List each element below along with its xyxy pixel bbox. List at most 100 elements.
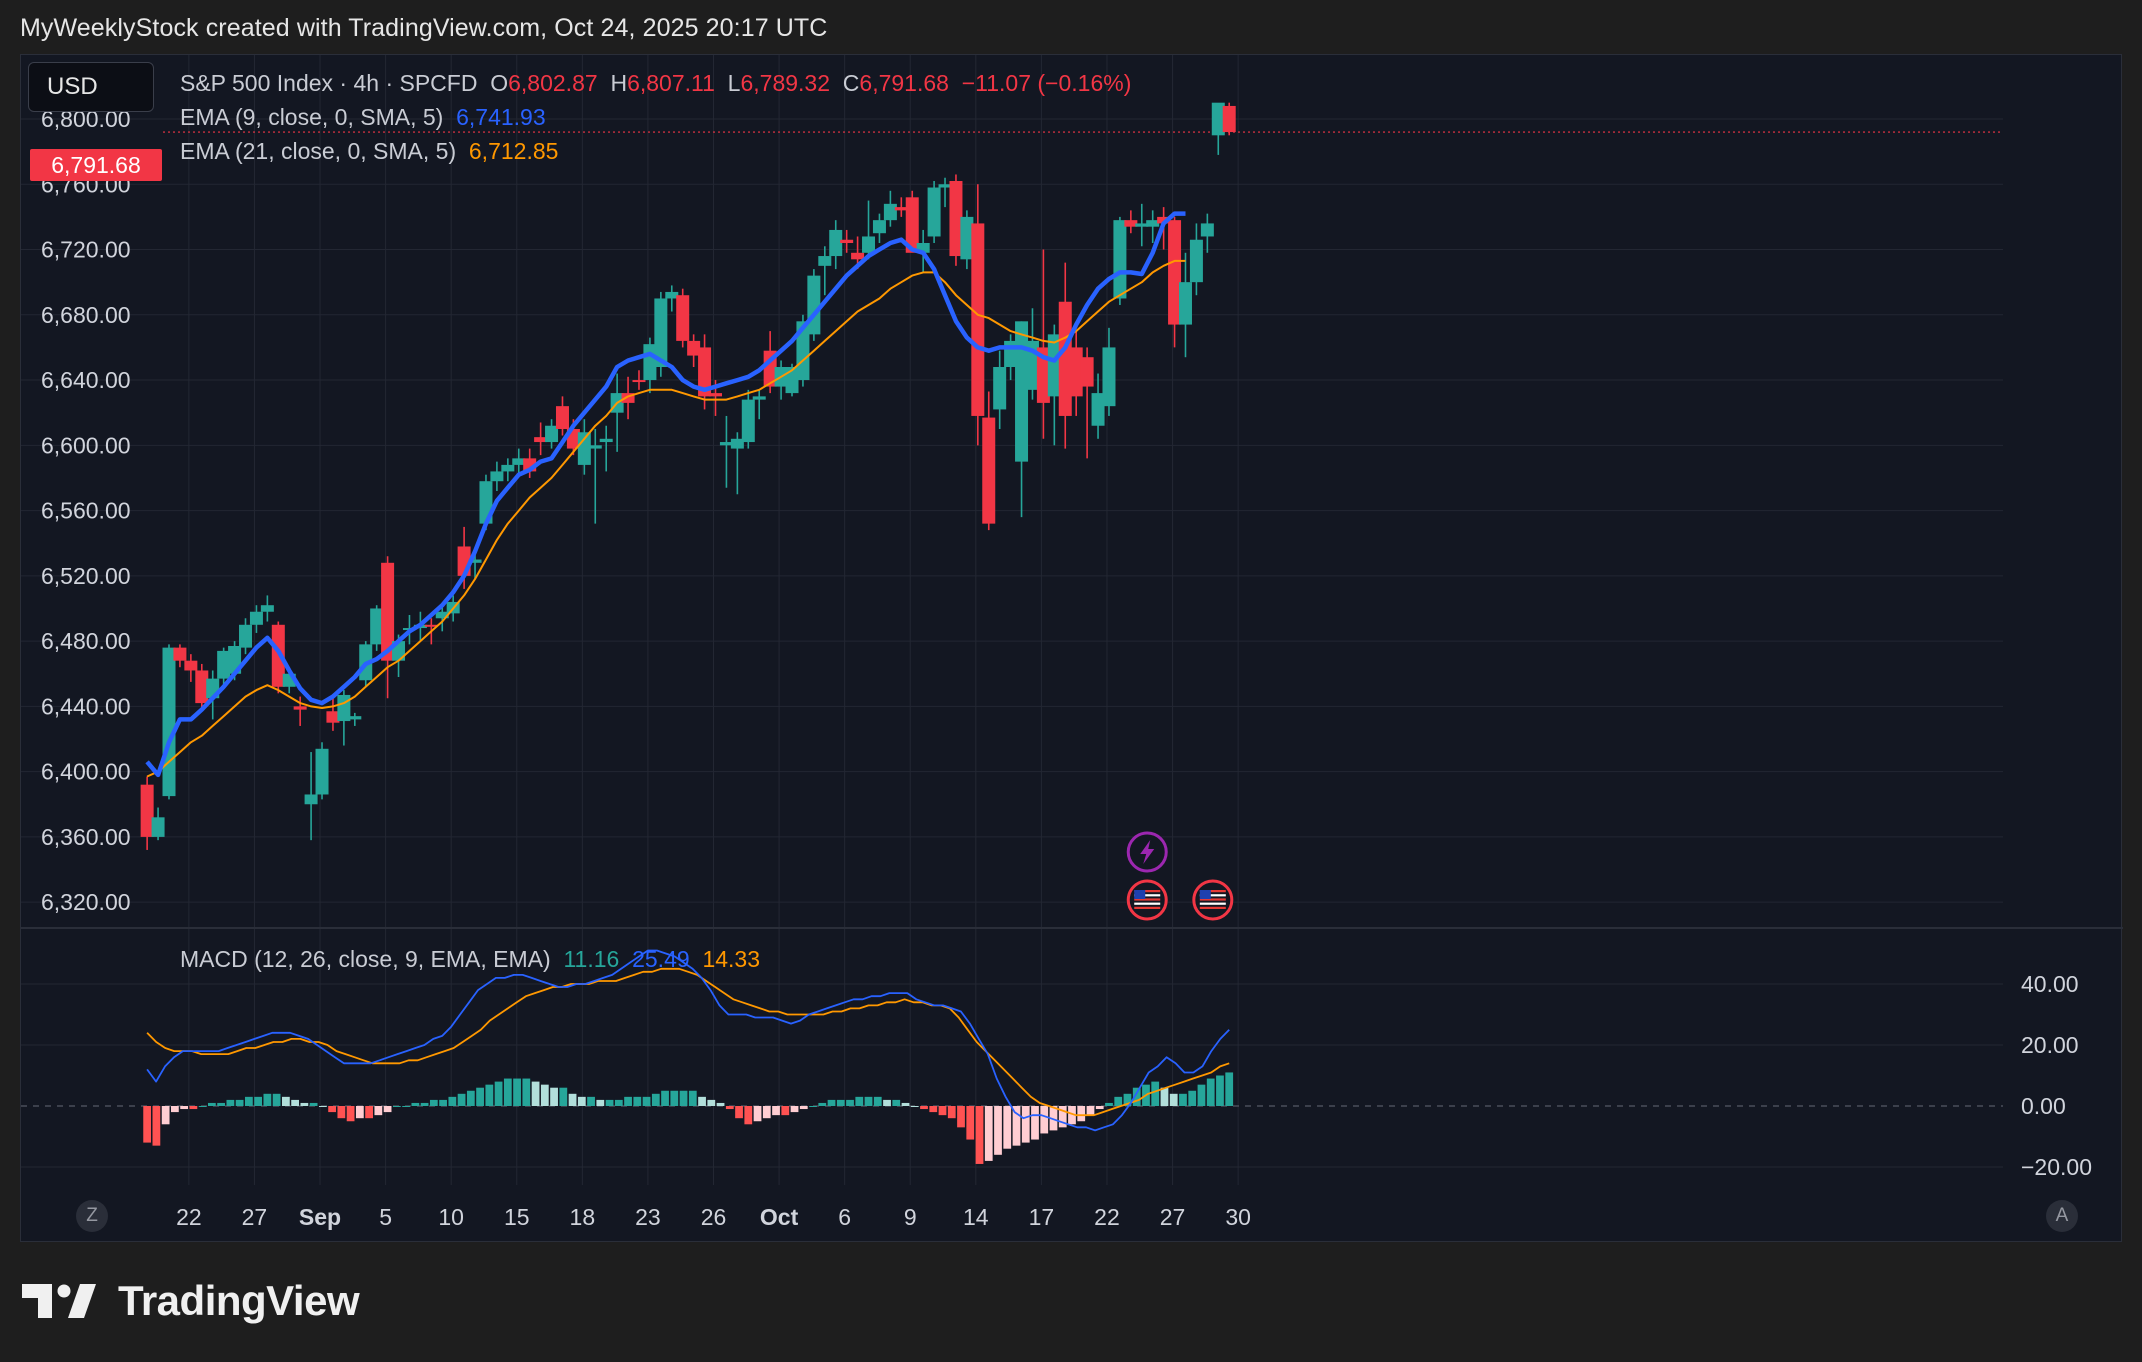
macd-hist-bar bbox=[244, 1096, 253, 1106]
candle-body bbox=[796, 321, 810, 381]
flag-stripe bbox=[1134, 906, 1161, 909]
macd-hist-bar bbox=[1216, 1075, 1224, 1106]
price-tick-label: 6,360.00 bbox=[41, 824, 131, 850]
candle-body bbox=[829, 229, 843, 257]
macd-hist-bar bbox=[1003, 1106, 1012, 1149]
macd-hist-bar bbox=[485, 1084, 494, 1106]
candle-body bbox=[348, 716, 362, 720]
macd-hist-bar bbox=[846, 1099, 854, 1106]
time-tick-label: 18 bbox=[570, 1204, 596, 1230]
candle-body bbox=[676, 295, 690, 341]
chart-canvas[interactable]: 6,800.006,760.006,720.006,680.006,640.00… bbox=[21, 55, 2123, 1243]
macd-hist-bar bbox=[503, 1078, 512, 1106]
time-tick-label: 15 bbox=[504, 1204, 530, 1230]
candle-body bbox=[140, 784, 154, 837]
macd-hist-bar bbox=[300, 1102, 309, 1106]
macd-legend[interactable]: MACD (12, 26, close, 9, EMA, EMA) 11.16 … bbox=[180, 946, 760, 973]
macd-hist-bar bbox=[901, 1102, 910, 1106]
macd-hist-bar bbox=[392, 1106, 401, 1107]
candle-body bbox=[249, 611, 263, 625]
macd-hist-bar bbox=[679, 1090, 688, 1106]
macd-hist-bar bbox=[1179, 1093, 1187, 1106]
candle-body bbox=[1124, 220, 1138, 227]
macd-hist-bar bbox=[975, 1106, 984, 1164]
macd-hist-bar bbox=[670, 1090, 679, 1106]
candle-body bbox=[1189, 239, 1203, 283]
macd-hist-bar bbox=[661, 1090, 669, 1106]
macd-label: MACD (12, 26, close, 9, EMA, EMA) bbox=[180, 946, 551, 972]
macd-tick-label: 0.00 bbox=[2021, 1093, 2066, 1119]
macd-hist-bar bbox=[254, 1096, 263, 1106]
time-tick-label: 17 bbox=[1029, 1204, 1055, 1230]
candle-body bbox=[949, 181, 963, 257]
macd-hist-bar bbox=[818, 1102, 827, 1106]
candle-body bbox=[239, 624, 253, 648]
candle-body bbox=[370, 608, 384, 645]
macd-hist-bar bbox=[920, 1106, 928, 1110]
macd-hist-bar bbox=[605, 1099, 614, 1106]
change-value: −11.07 (−0.16%) bbox=[961, 70, 1132, 96]
candle-body bbox=[982, 417, 996, 524]
macd-hist-bar bbox=[309, 1102, 318, 1106]
macd-hist-bar bbox=[1058, 1106, 1067, 1128]
macd-hist-bar bbox=[346, 1106, 355, 1122]
ema9-legend[interactable]: EMA (9, close, 0, SMA, 5) 6,741.93 bbox=[180, 104, 546, 131]
macd-hist-bar bbox=[809, 1106, 817, 1107]
high-label: H bbox=[610, 70, 628, 96]
macd-hist-bar bbox=[448, 1096, 457, 1106]
macd-line bbox=[146, 949, 1230, 1132]
price-tick-label: 6,600.00 bbox=[41, 432, 131, 458]
candle-body bbox=[1091, 393, 1105, 426]
candle-body bbox=[381, 562, 395, 661]
macd-hist-bar bbox=[1151, 1081, 1160, 1106]
macd-hist-bar bbox=[365, 1106, 373, 1119]
ema21-legend[interactable]: EMA (21, close, 0, SMA, 5) 6,712.85 bbox=[180, 138, 558, 165]
ema9-label: EMA (9, close, 0, SMA, 5) bbox=[180, 104, 444, 130]
macd-hist-bar bbox=[429, 1099, 438, 1106]
macd-hist-bar bbox=[873, 1096, 882, 1106]
macd-hist-bar bbox=[226, 1099, 235, 1106]
candle-body bbox=[883, 203, 897, 221]
macd-hist-bar bbox=[966, 1106, 975, 1140]
macd-hist-bar bbox=[698, 1096, 706, 1106]
flag-stripe bbox=[1199, 890, 1226, 893]
macd-hist-bar bbox=[235, 1099, 244, 1106]
macd-hist-bar bbox=[1123, 1093, 1132, 1106]
macd-line-value: 25.49 bbox=[632, 946, 690, 972]
macd-hist-bar bbox=[152, 1106, 161, 1146]
macd-hist-bar bbox=[383, 1106, 392, 1113]
macd-hist-bar bbox=[1105, 1102, 1113, 1106]
macd-hist-bar bbox=[402, 1106, 410, 1107]
candle-body bbox=[545, 425, 559, 443]
ema9-value: 6,741.93 bbox=[456, 104, 546, 130]
macd-hist-bar bbox=[513, 1078, 521, 1106]
macd-hist-bar bbox=[198, 1106, 207, 1107]
candle-body bbox=[785, 367, 799, 394]
candle-body bbox=[894, 207, 908, 211]
macd-hist-bar bbox=[355, 1106, 364, 1119]
macd-hist-bar bbox=[559, 1087, 568, 1106]
macd-hist-bar bbox=[1197, 1084, 1206, 1106]
macd-hist-bar bbox=[522, 1078, 531, 1106]
zoom-reset-button[interactable]: Z bbox=[76, 1200, 108, 1232]
macd-signal-value: 14.33 bbox=[702, 946, 760, 972]
symbol-label[interactable]: S&P 500 Index · 4h · SPCFD bbox=[180, 70, 478, 96]
candle-body bbox=[555, 406, 569, 429]
currency-button[interactable]: USD bbox=[28, 62, 154, 112]
macd-hist-bar bbox=[1012, 1106, 1021, 1146]
macd-hist-bar bbox=[994, 1106, 1002, 1155]
candle-body bbox=[1069, 347, 1083, 397]
macd-hist-bar bbox=[892, 1099, 901, 1106]
macd-hist-bar bbox=[827, 1099, 836, 1106]
brand-logo: TradingView bbox=[22, 1276, 360, 1326]
lightning-icon bbox=[1140, 840, 1155, 864]
candle-body bbox=[872, 220, 886, 234]
candle-body bbox=[621, 393, 635, 403]
open-value: 6,802.87 bbox=[508, 70, 598, 96]
macd-hist-bar bbox=[337, 1106, 346, 1119]
macd-hist-bar bbox=[494, 1081, 503, 1106]
ohlc-legend: S&P 500 Index · 4h · SPCFD O6,802.87 H6,… bbox=[180, 70, 1131, 97]
auto-scale-button[interactable]: A bbox=[2046, 1200, 2078, 1232]
chart-frame[interactable]: 6,800.00 6,760.00 6,720.00 6,680.00 6,640.00… bbox=[20, 54, 2123, 1243]
macd-hist-bar bbox=[540, 1084, 549, 1106]
